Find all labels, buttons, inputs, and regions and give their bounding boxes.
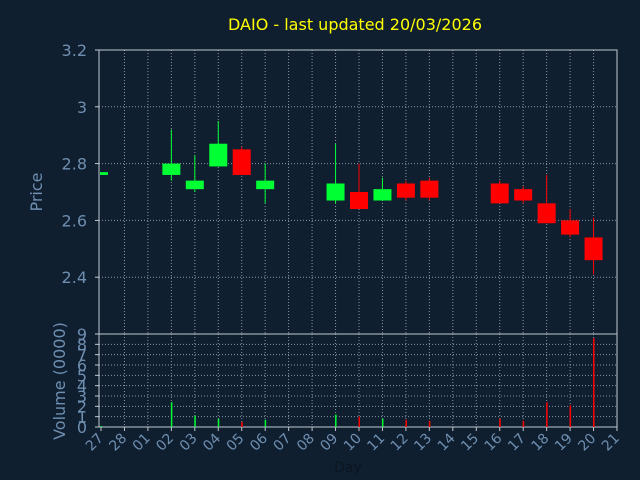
volume-y-tick-label: 4 [77,377,87,396]
candle-body [209,143,228,167]
candle-body [100,172,108,175]
volume-y-tick-label: 1 [77,408,87,427]
candle-body [420,180,439,198]
candle-body [232,149,251,175]
volume-bar [100,425,102,427]
volume-bar [335,414,337,427]
volume-y-tick-label: 9 [77,325,87,344]
volume-bar [381,418,384,427]
volume-bar [405,419,407,427]
volume-bar [593,338,595,427]
candle-body [350,192,368,210]
volume-panel-frame [98,333,618,428]
candle-body [162,163,181,175]
candle-body [256,180,275,190]
volume-bar [546,402,548,427]
candle-body [561,220,580,235]
chart-title: DAIO - last updated 20/03/2026 [228,15,482,34]
volume-bar [522,420,525,427]
price-y-tick-label: 3.2 [62,41,87,60]
volume-bar [241,421,243,427]
candle-body [396,183,415,198]
candle-body [490,183,509,204]
volume-y-tick-label: 5 [77,366,87,385]
volume-bar [569,405,572,427]
volume-y-tick-label: 2 [77,397,87,416]
volume-bar [428,420,431,427]
price-y-tick-label: 2.8 [62,155,87,174]
candle-body [326,183,345,201]
candle-body [537,203,556,224]
price-y-tick-label: 3 [77,98,87,117]
volume-bar [358,416,360,427]
volume-axis-label: Volume (0000) [50,322,69,440]
candle-body [373,189,392,201]
volume-y-tick-label: 8 [77,335,87,354]
volume-y-tick-label: 7 [77,346,87,365]
volume-y-tick-label: 3 [77,387,87,406]
volume-bar [170,402,173,427]
candle-body [584,237,603,261]
volume-grid [99,334,617,427]
volume-bar [194,415,196,427]
volume-y-tick-label: 6 [77,356,87,375]
candle-body [514,189,533,201]
x-axis-label: Day [334,460,362,476]
price-axis-label: Price [27,172,46,211]
price-y-tick-label: 2.4 [62,268,87,287]
price-y-tick-label: 2.6 [62,211,87,230]
candles [100,121,603,275]
price-y-ticks: 2.4 2.6 2.8 3 3.2 [62,41,99,287]
volume-bars [100,338,595,427]
volume-bar [217,418,220,427]
candle-body [185,180,204,190]
volume-y-tick-label: 0 [77,418,87,437]
volume-bar [264,419,267,427]
volume-bar [499,418,501,427]
